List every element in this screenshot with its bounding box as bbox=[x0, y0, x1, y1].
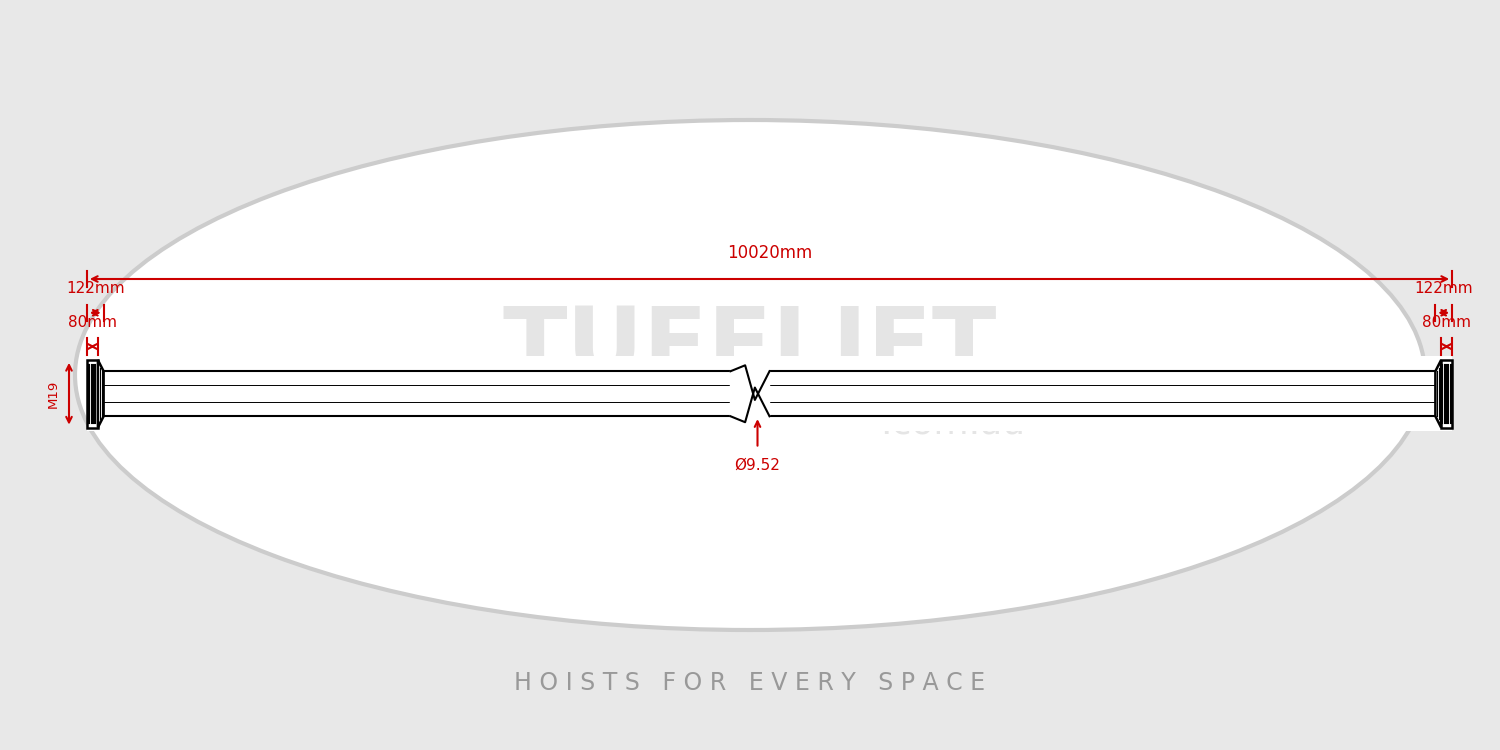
Text: M19: M19 bbox=[46, 380, 60, 408]
Text: 80mm: 80mm bbox=[68, 315, 117, 330]
Text: 122mm: 122mm bbox=[66, 281, 124, 296]
FancyBboxPatch shape bbox=[87, 360, 98, 428]
Text: 80mm: 80mm bbox=[1422, 315, 1472, 330]
FancyBboxPatch shape bbox=[104, 372, 730, 416]
FancyBboxPatch shape bbox=[1442, 360, 1452, 428]
Text: Ø9.52: Ø9.52 bbox=[735, 458, 780, 472]
Ellipse shape bbox=[75, 120, 1425, 630]
Polygon shape bbox=[98, 360, 104, 428]
FancyBboxPatch shape bbox=[87, 356, 1452, 431]
FancyBboxPatch shape bbox=[770, 372, 1436, 416]
Text: TUFFLIFT: TUFFLIFT bbox=[503, 303, 998, 394]
Text: H O I S T S   F O R   E V E R Y   S P A C E: H O I S T S F O R E V E R Y S P A C E bbox=[514, 670, 986, 694]
Polygon shape bbox=[730, 365, 770, 422]
Text: 122mm: 122mm bbox=[1414, 281, 1473, 296]
Text: .com.au: .com.au bbox=[880, 406, 1024, 441]
Text: 10020mm: 10020mm bbox=[728, 244, 812, 262]
Polygon shape bbox=[1436, 360, 1442, 428]
